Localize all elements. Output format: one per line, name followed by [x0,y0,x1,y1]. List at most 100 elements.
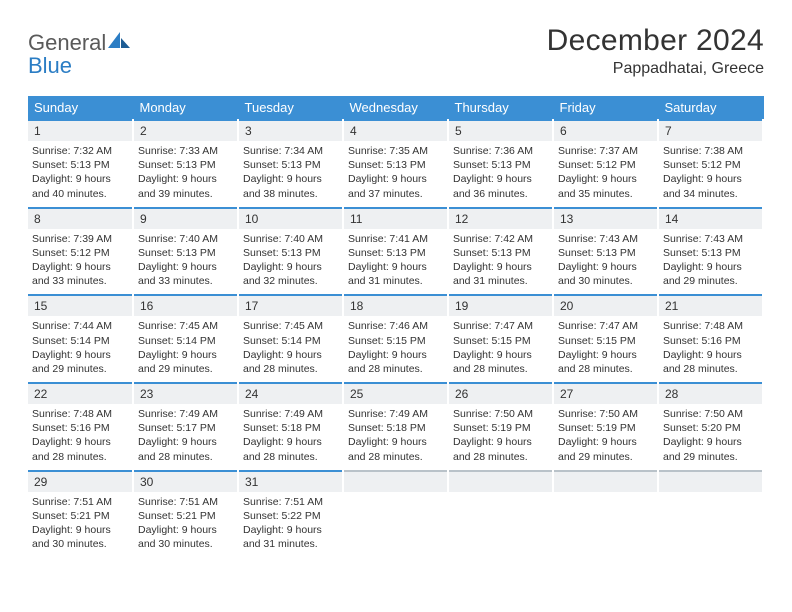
calendar-day-cell: 13Sunrise: 7:43 AMSunset: 5:13 PMDayligh… [553,206,658,294]
calendar-empty-cell [553,469,658,557]
day-data: Sunrise: 7:38 AMSunset: 5:12 PMDaylight:… [659,141,762,205]
calendar-day-cell: 3Sunrise: 7:34 AMSunset: 5:13 PMDaylight… [238,119,343,206]
calendar-day-cell: 10Sunrise: 7:40 AMSunset: 5:13 PMDayligh… [238,206,343,294]
day-data: Sunrise: 7:49 AMSunset: 5:18 PMDaylight:… [239,404,342,468]
calendar-day-cell: 2Sunrise: 7:33 AMSunset: 5:13 PMDaylight… [133,119,238,206]
calendar-week-row: 15Sunrise: 7:44 AMSunset: 5:14 PMDayligh… [28,293,763,381]
day-data: Sunrise: 7:45 AMSunset: 5:14 PMDaylight:… [239,316,342,380]
day-data: Sunrise: 7:50 AMSunset: 5:19 PMDaylight:… [449,404,552,468]
day-number: 12 [449,207,552,229]
day-data: Sunrise: 7:48 AMSunset: 5:16 PMDaylight:… [659,316,762,380]
day-data: Sunrise: 7:43 AMSunset: 5:13 PMDaylight:… [659,229,762,293]
day-number: 24 [239,382,342,404]
calendar-empty-cell [448,469,553,557]
calendar-day-cell: 17Sunrise: 7:45 AMSunset: 5:14 PMDayligh… [238,293,343,381]
page-header: General Blue December 2024 Pappadhatai, … [28,24,764,78]
calendar-day-cell: 8Sunrise: 7:39 AMSunset: 5:12 PMDaylight… [28,206,133,294]
day-number: 4 [344,119,447,141]
brand-text: General Blue [28,30,132,78]
calendar-day-cell: 6Sunrise: 7:37 AMSunset: 5:12 PMDaylight… [553,119,658,206]
day-data: Sunrise: 7:41 AMSunset: 5:13 PMDaylight:… [344,229,447,293]
month-title: December 2024 [547,24,764,58]
calendar-day-cell: 24Sunrise: 7:49 AMSunset: 5:18 PMDayligh… [238,381,343,469]
day-number: 25 [344,382,447,404]
day-number: 6 [554,119,657,141]
day-number: 26 [449,382,552,404]
brand-name-1: General [28,30,106,55]
calendar-day-cell: 30Sunrise: 7:51 AMSunset: 5:21 PMDayligh… [133,469,238,557]
weekday-header: Wednesday [343,96,448,119]
day-number: 28 [659,382,762,404]
calendar-day-cell: 16Sunrise: 7:45 AMSunset: 5:14 PMDayligh… [133,293,238,381]
day-data: Sunrise: 7:32 AMSunset: 5:13 PMDaylight:… [28,141,132,205]
weekday-header: Thursday [448,96,553,119]
weekday-header: Friday [553,96,658,119]
empty-daynum [344,470,447,492]
day-number: 21 [659,294,762,316]
calendar-week-row: 1Sunrise: 7:32 AMSunset: 5:13 PMDaylight… [28,119,763,206]
day-data: Sunrise: 7:51 AMSunset: 5:21 PMDaylight:… [134,492,237,556]
day-number: 31 [239,470,342,492]
weekday-header: Sunday [28,96,133,119]
day-data: Sunrise: 7:40 AMSunset: 5:13 PMDaylight:… [134,229,237,293]
calendar-day-cell: 5Sunrise: 7:36 AMSunset: 5:13 PMDaylight… [448,119,553,206]
day-data: Sunrise: 7:44 AMSunset: 5:14 PMDaylight:… [28,316,132,380]
day-data: Sunrise: 7:36 AMSunset: 5:13 PMDaylight:… [449,141,552,205]
day-data: Sunrise: 7:47 AMSunset: 5:15 PMDaylight:… [554,316,657,380]
calendar-day-cell: 15Sunrise: 7:44 AMSunset: 5:14 PMDayligh… [28,293,133,381]
day-data: Sunrise: 7:51 AMSunset: 5:22 PMDaylight:… [239,492,342,556]
day-number: 18 [344,294,447,316]
brand-sail-icon [106,30,132,50]
day-data: Sunrise: 7:47 AMSunset: 5:15 PMDaylight:… [449,316,552,380]
calendar-day-cell: 7Sunrise: 7:38 AMSunset: 5:12 PMDaylight… [658,119,763,206]
calendar-day-cell: 22Sunrise: 7:48 AMSunset: 5:16 PMDayligh… [28,381,133,469]
calendar-day-cell: 21Sunrise: 7:48 AMSunset: 5:16 PMDayligh… [658,293,763,381]
calendar-body: 1Sunrise: 7:32 AMSunset: 5:13 PMDaylight… [28,119,763,556]
day-number: 11 [344,207,447,229]
title-block: December 2024 Pappadhatai, Greece [547,24,764,78]
day-number: 19 [449,294,552,316]
day-number: 20 [554,294,657,316]
day-number: 22 [28,382,132,404]
calendar-day-cell: 18Sunrise: 7:46 AMSunset: 5:15 PMDayligh… [343,293,448,381]
calendar-day-cell: 27Sunrise: 7:50 AMSunset: 5:19 PMDayligh… [553,381,658,469]
day-number: 9 [134,207,237,229]
weekday-header: Saturday [658,96,763,119]
day-number: 23 [134,382,237,404]
calendar-day-cell: 14Sunrise: 7:43 AMSunset: 5:13 PMDayligh… [658,206,763,294]
calendar-table: SundayMondayTuesdayWednesdayThursdayFrid… [28,96,764,557]
calendar-day-cell: 25Sunrise: 7:49 AMSunset: 5:18 PMDayligh… [343,381,448,469]
empty-daynum [659,470,762,492]
weekday-header: Tuesday [238,96,343,119]
calendar-day-cell: 4Sunrise: 7:35 AMSunset: 5:13 PMDaylight… [343,119,448,206]
day-number: 17 [239,294,342,316]
calendar-day-cell: 29Sunrise: 7:51 AMSunset: 5:21 PMDayligh… [28,469,133,557]
day-data: Sunrise: 7:50 AMSunset: 5:20 PMDaylight:… [659,404,762,468]
day-number: 2 [134,119,237,141]
day-data: Sunrise: 7:43 AMSunset: 5:13 PMDaylight:… [554,229,657,293]
weekday-header-row: SundayMondayTuesdayWednesdayThursdayFrid… [28,96,763,119]
weekday-header: Monday [133,96,238,119]
day-data: Sunrise: 7:39 AMSunset: 5:12 PMDaylight:… [28,229,132,293]
calendar-week-row: 8Sunrise: 7:39 AMSunset: 5:12 PMDaylight… [28,206,763,294]
calendar-week-row: 22Sunrise: 7:48 AMSunset: 5:16 PMDayligh… [28,381,763,469]
day-number: 10 [239,207,342,229]
day-number: 1 [28,119,132,141]
calendar-day-cell: 23Sunrise: 7:49 AMSunset: 5:17 PMDayligh… [133,381,238,469]
day-data: Sunrise: 7:50 AMSunset: 5:19 PMDaylight:… [554,404,657,468]
calendar-day-cell: 19Sunrise: 7:47 AMSunset: 5:15 PMDayligh… [448,293,553,381]
day-number: 5 [449,119,552,141]
empty-daynum [449,470,552,492]
calendar-day-cell: 20Sunrise: 7:47 AMSunset: 5:15 PMDayligh… [553,293,658,381]
calendar-empty-cell [343,469,448,557]
day-number: 27 [554,382,657,404]
calendar-day-cell: 11Sunrise: 7:41 AMSunset: 5:13 PMDayligh… [343,206,448,294]
calendar-day-cell: 28Sunrise: 7:50 AMSunset: 5:20 PMDayligh… [658,381,763,469]
day-data: Sunrise: 7:33 AMSunset: 5:13 PMDaylight:… [134,141,237,205]
day-data: Sunrise: 7:45 AMSunset: 5:14 PMDaylight:… [134,316,237,380]
day-data: Sunrise: 7:46 AMSunset: 5:15 PMDaylight:… [344,316,447,380]
location-label: Pappadhatai, Greece [547,60,764,78]
day-number: 16 [134,294,237,316]
day-data: Sunrise: 7:51 AMSunset: 5:21 PMDaylight:… [28,492,132,556]
calendar-day-cell: 12Sunrise: 7:42 AMSunset: 5:13 PMDayligh… [448,206,553,294]
